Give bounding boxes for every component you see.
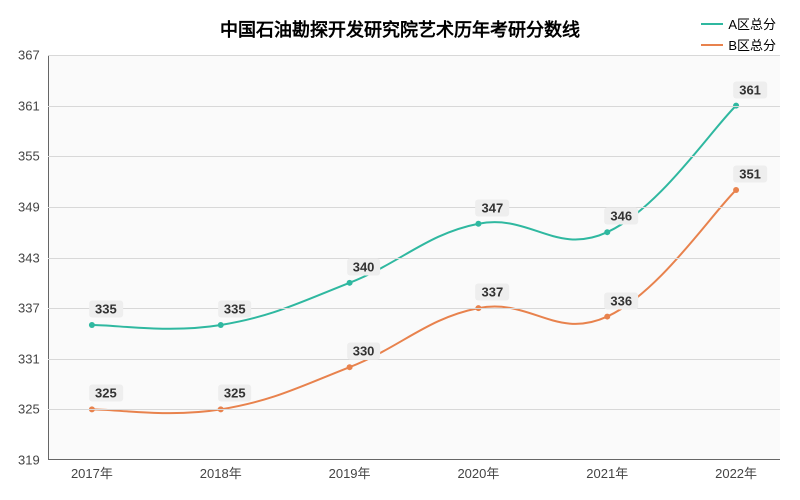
y-axis-label: 331 — [18, 351, 40, 366]
x-axis-label: 2020年 — [457, 463, 499, 482]
data-label: 325 — [218, 385, 252, 402]
data-label: 351 — [733, 166, 767, 183]
data-label: 346 — [604, 208, 638, 225]
data-point — [604, 314, 610, 320]
data-label: 347 — [476, 199, 510, 216]
legend-color-swatch — [701, 23, 723, 25]
gridline — [48, 207, 780, 208]
x-axis-label: 2018年 — [200, 463, 242, 482]
y-axis-label: 361 — [18, 98, 40, 113]
y-axis-label: 337 — [18, 301, 40, 316]
x-axis-label: 2021年 — [586, 463, 628, 482]
y-axis-label: 355 — [18, 149, 40, 164]
legend-label: B区总分 — [728, 35, 776, 54]
y-axis-label: 343 — [18, 250, 40, 265]
data-label: 336 — [604, 292, 638, 309]
gridline — [48, 258, 780, 259]
y-axis-label: 319 — [18, 453, 40, 468]
data-point — [604, 229, 610, 235]
series-line — [92, 190, 736, 413]
data-label: 330 — [347, 343, 381, 360]
legend-color-swatch — [701, 44, 723, 46]
data-label: 325 — [89, 385, 123, 402]
gridline — [48, 308, 780, 309]
y-axis-label: 367 — [18, 48, 40, 63]
legend-item: A区总分 — [701, 14, 776, 33]
y-axis-label: 325 — [18, 402, 40, 417]
gridline — [48, 359, 780, 360]
chart-container: 中国石油勘探开发研究院艺术历年考研分数线 A区总分 B区总分 319 325 331 3… — [0, 0, 800, 500]
data-point — [218, 322, 224, 328]
x-axis-label: 2019年 — [329, 463, 371, 482]
data-point — [347, 364, 353, 370]
legend-label: A区总分 — [728, 14, 776, 33]
legend-item: B区总分 — [701, 35, 776, 54]
data-label: 335 — [89, 301, 123, 318]
data-point — [347, 280, 353, 286]
data-label: 337 — [476, 284, 510, 301]
data-label: 361 — [733, 81, 767, 98]
x-axis-label: 2017年 — [71, 463, 113, 482]
legend: A区总分 B区总分 — [701, 14, 776, 56]
gridline — [48, 156, 780, 157]
gridline — [48, 106, 780, 107]
data-point — [733, 187, 739, 193]
data-label: 340 — [347, 258, 381, 275]
data-label: 335 — [218, 301, 252, 318]
data-point — [475, 221, 481, 227]
chart-title: 中国石油勘探开发研究院艺术历年考研分数线 — [220, 16, 580, 42]
data-point — [89, 322, 95, 328]
x-axis-label: 2022年 — [715, 463, 757, 482]
y-axis-label: 349 — [18, 199, 40, 214]
gridline — [48, 55, 780, 56]
gridline — [48, 409, 780, 410]
